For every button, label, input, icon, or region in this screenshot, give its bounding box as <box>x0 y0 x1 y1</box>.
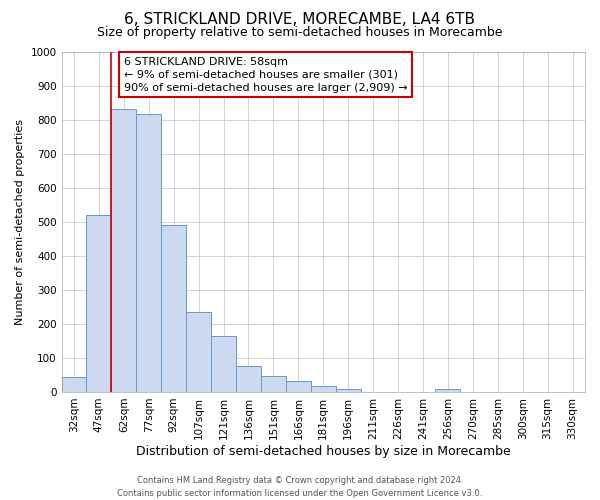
Bar <box>186 312 211 392</box>
Bar <box>261 376 286 392</box>
Bar <box>112 110 136 392</box>
Bar <box>336 388 361 392</box>
Bar <box>136 114 161 392</box>
Text: Contains HM Land Registry data © Crown copyright and database right 2024.
Contai: Contains HM Land Registry data © Crown c… <box>118 476 482 498</box>
Text: Size of property relative to semi-detached houses in Morecambe: Size of property relative to semi-detach… <box>97 26 503 39</box>
Y-axis label: Number of semi-detached properties: Number of semi-detached properties <box>15 118 25 324</box>
Bar <box>236 366 261 392</box>
X-axis label: Distribution of semi-detached houses by size in Morecambe: Distribution of semi-detached houses by … <box>136 444 511 458</box>
Text: 6, STRICKLAND DRIVE, MORECAMBE, LA4 6TB: 6, STRICKLAND DRIVE, MORECAMBE, LA4 6TB <box>125 12 476 28</box>
Bar <box>211 336 236 392</box>
Bar <box>62 378 86 392</box>
Bar <box>86 215 112 392</box>
Text: 6 STRICKLAND DRIVE: 58sqm
← 9% of semi-detached houses are smaller (301)
90% of : 6 STRICKLAND DRIVE: 58sqm ← 9% of semi-d… <box>124 56 407 93</box>
Bar <box>286 380 311 392</box>
Bar <box>161 225 186 392</box>
Bar <box>311 386 336 392</box>
Bar <box>436 389 460 392</box>
